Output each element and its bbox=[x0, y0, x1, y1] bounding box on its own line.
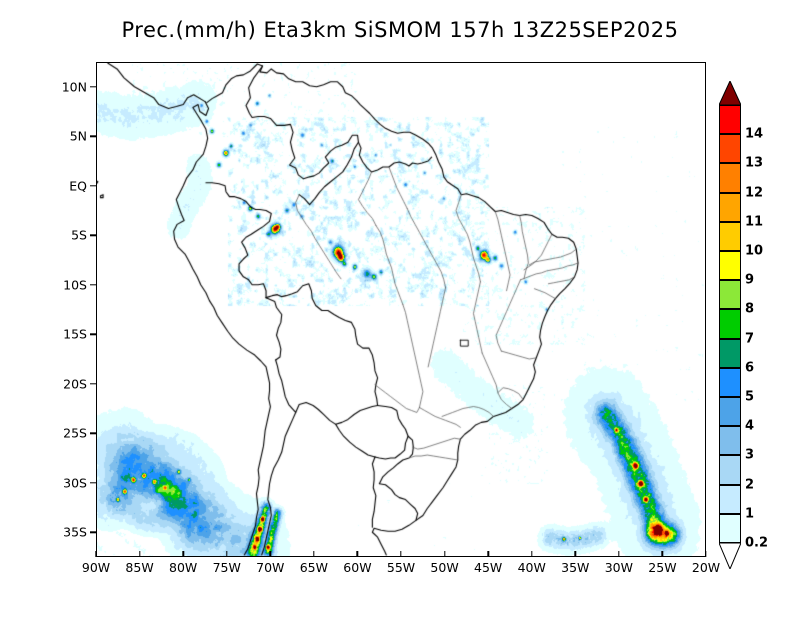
colorbar-segment bbox=[719, 338, 741, 368]
lon-tick-mark bbox=[95, 551, 97, 557]
lat-tick-label: 20S bbox=[63, 376, 87, 392]
lon-tick-label: 85W bbox=[125, 560, 154, 575]
colorbar-segment bbox=[719, 484, 741, 514]
lat-tick-label: 5N bbox=[69, 128, 87, 144]
country-borders-layer bbox=[97, 63, 705, 556]
lon-tick-mark bbox=[138, 551, 141, 557]
colorbar-segment bbox=[719, 251, 741, 281]
lon-tick-label: 90W bbox=[81, 560, 111, 575]
colorbar-segment bbox=[719, 280, 741, 310]
colorbar-over-cap bbox=[718, 79, 742, 106]
colorbar-tick-label: 7 bbox=[745, 331, 755, 347]
lon-tick-label: 75W bbox=[212, 560, 241, 575]
map-plot-area bbox=[96, 62, 706, 557]
lat-tick-mark bbox=[90, 185, 96, 187]
colorbar-over-arrow bbox=[718, 79, 742, 106]
colorbar-segment bbox=[719, 455, 741, 485]
colorbar-segment bbox=[719, 192, 741, 222]
lon-tick-label: 70W bbox=[256, 560, 285, 575]
lat-tick-mark bbox=[90, 432, 96, 434]
lat-tick-mark bbox=[90, 333, 96, 335]
colorbar-tick-label: 2 bbox=[745, 477, 755, 493]
lon-tick-label: 80W bbox=[169, 560, 198, 575]
colorbar-tick-label: 1 bbox=[745, 506, 755, 522]
lon-tick-mark bbox=[400, 551, 402, 557]
lat-tick-mark bbox=[90, 135, 96, 137]
colorbar-segment bbox=[719, 105, 741, 135]
colorbar-segment bbox=[719, 163, 741, 193]
lon-tick-mark bbox=[269, 551, 271, 557]
colorbar-segment bbox=[719, 309, 741, 339]
lon-tick-label: 30W bbox=[604, 560, 633, 575]
lon-tick-label: 35W bbox=[561, 560, 590, 575]
lon-tick-label: 55W bbox=[386, 560, 416, 575]
colorbar-segment bbox=[719, 397, 741, 427]
colorbar-segment bbox=[719, 134, 741, 164]
lat-tick-label: 25S bbox=[63, 425, 87, 441]
lon-tick-label: 50W bbox=[430, 560, 459, 575]
colorbar-tick-label: 11 bbox=[745, 214, 764, 230]
lat-tick-label: 35S bbox=[63, 524, 87, 540]
lon-tick-mark bbox=[531, 551, 533, 557]
precipitation-field bbox=[97, 63, 705, 556]
lon-tick-mark bbox=[443, 551, 446, 557]
colorbar-tick-label: 14 bbox=[745, 126, 764, 142]
colorbar-tick-label: 0.2 bbox=[745, 535, 769, 551]
lon-tick-mark bbox=[705, 551, 707, 557]
lon-tick-label: 20W bbox=[691, 560, 721, 575]
lat-tick-mark bbox=[90, 482, 96, 484]
page-title: Prec.(mm/h) Eta3km SiSMOM 157h 13Z25SEP2… bbox=[121, 18, 679, 42]
lon-tick-label: 40W bbox=[517, 560, 546, 575]
colorbar-tick-label: 3 bbox=[745, 447, 755, 463]
lat-tick-label: 30S bbox=[63, 475, 87, 491]
lat-tick-label: 10S bbox=[63, 277, 87, 293]
lat-tick-mark bbox=[90, 86, 96, 88]
lon-tick-label: 60W bbox=[343, 560, 372, 575]
lon-tick-mark bbox=[226, 551, 228, 557]
colorbar-tick-label: 12 bbox=[745, 185, 764, 201]
lat-tick-mark bbox=[90, 531, 96, 533]
lon-tick-mark bbox=[487, 551, 489, 557]
colorbar-segment bbox=[719, 367, 741, 397]
colorbar-segment bbox=[719, 426, 741, 456]
lat-tick-label: 5S bbox=[71, 227, 87, 243]
colorbar-tick-label: 8 bbox=[745, 301, 755, 317]
lon-tick-mark bbox=[313, 551, 315, 557]
lat-tick-mark bbox=[90, 383, 96, 385]
lat-tick-label: EQ bbox=[69, 178, 87, 194]
lon-tick-label: 25W bbox=[648, 560, 677, 575]
lon-tick-label: 45W bbox=[474, 560, 503, 575]
colorbar-under-arrow bbox=[718, 542, 742, 571]
lat-tick-mark bbox=[90, 234, 96, 236]
colorbar-tick-label: 13 bbox=[745, 155, 764, 171]
lon-tick-mark bbox=[661, 551, 664, 557]
lon-tick-mark bbox=[618, 551, 620, 557]
colorbar-segment bbox=[719, 513, 741, 543]
lon-tick-mark bbox=[182, 551, 184, 557]
lat-tick-label: 15S bbox=[63, 326, 87, 342]
lon-tick-mark bbox=[574, 551, 576, 557]
lon-tick-mark bbox=[356, 551, 359, 557]
colorbar-tick-label: 5 bbox=[745, 389, 755, 405]
colorbar bbox=[719, 105, 741, 543]
lat-tick-mark bbox=[90, 284, 96, 286]
colorbar-tick-label: 6 bbox=[745, 360, 755, 376]
colorbar-tick-label: 9 bbox=[745, 272, 755, 288]
colorbar-tick-label: 10 bbox=[745, 243, 764, 259]
lon-tick-label: 65W bbox=[299, 560, 328, 575]
colorbar-segment bbox=[719, 221, 741, 251]
colorbar-under-cap bbox=[718, 542, 742, 571]
colorbar-tick-label: 4 bbox=[745, 418, 755, 434]
lat-tick-label: 10N bbox=[61, 79, 87, 95]
